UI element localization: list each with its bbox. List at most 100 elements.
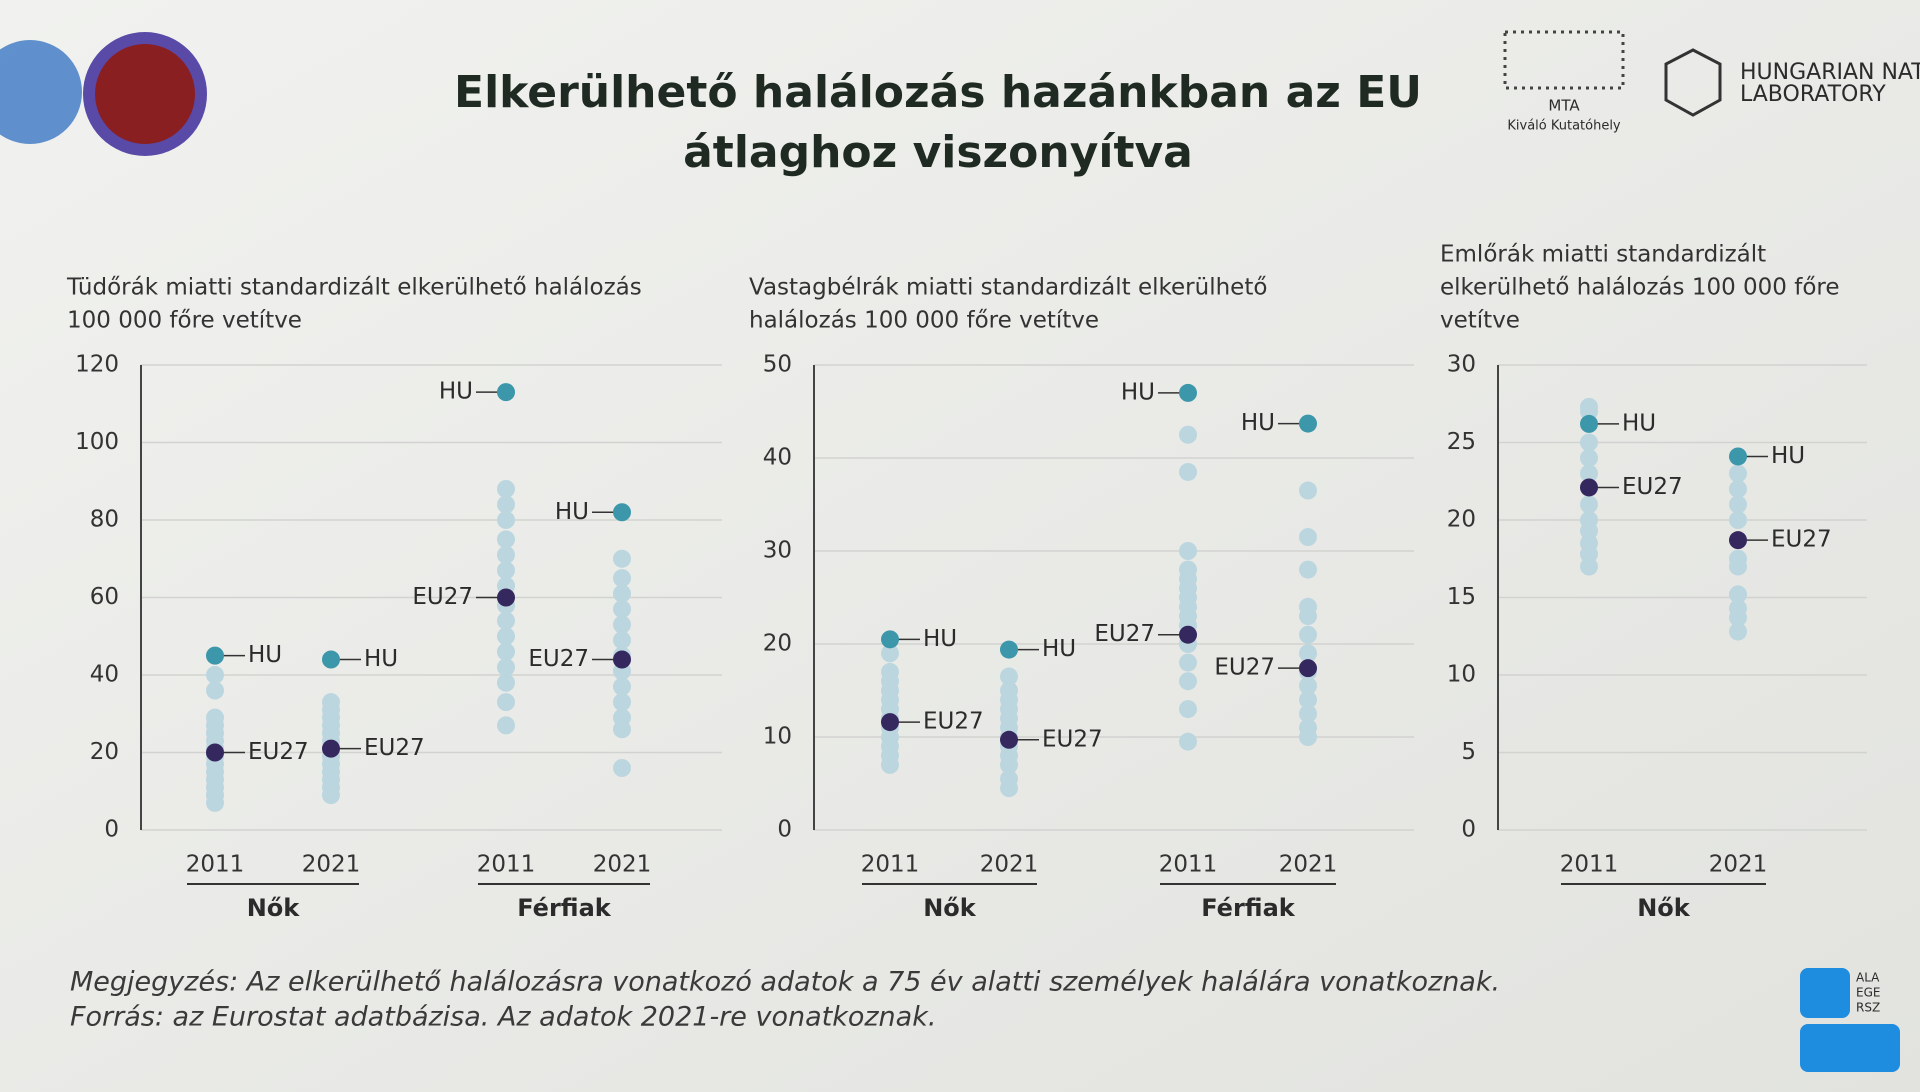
highlight-dot <box>497 383 515 402</box>
country-dot <box>497 658 515 677</box>
country-dot <box>613 759 631 777</box>
chart-title: halálozás 100 000 főre vetítve <box>749 308 1099 334</box>
chart-title: Tüdőrák miatti standardizált elkerülhető… <box>66 275 642 301</box>
y-tick-label: 10 <box>763 724 792 750</box>
country-dot <box>1729 480 1747 498</box>
lab-logo: HUNGARIAN NAT LABORATORY <box>1664 48 1920 117</box>
country-dot <box>497 673 515 692</box>
point-label: HU <box>1121 379 1155 405</box>
country-dot <box>1729 585 1747 604</box>
country-dot <box>497 530 515 549</box>
country-dot <box>206 708 224 727</box>
point-label: EU27 <box>1622 474 1683 500</box>
country-dot <box>1179 672 1197 691</box>
barcode <box>1503 30 1625 90</box>
x-tick-label: 2021 <box>1279 852 1338 878</box>
source: Forrás: az Eurostat adatbázisa. Az adato… <box>70 1002 936 1033</box>
y-tick-label: 40 <box>90 662 119 688</box>
logo-text: HUNGARIAN NAT <box>1740 60 1920 85</box>
point-label: EU27 <box>412 584 473 610</box>
country-dot <box>1729 464 1747 483</box>
country-dot <box>1580 534 1598 553</box>
x-tick-label: 2021 <box>593 852 652 878</box>
country-dot <box>1179 425 1197 444</box>
logo-text: MTA <box>1548 97 1580 115</box>
highlight-dot <box>1299 659 1317 678</box>
country-dot <box>613 631 631 650</box>
point-label: EU27 <box>528 646 589 672</box>
country-dot <box>206 666 224 684</box>
point-label: EU27 <box>1042 726 1103 752</box>
y-tick-label: 80 <box>90 507 119 533</box>
highlight-dot <box>881 713 899 732</box>
x-tick-label: 2011 <box>1159 852 1218 878</box>
highlight-dot <box>1000 730 1018 749</box>
highlight-dot <box>613 650 631 669</box>
point-label: EU27 <box>248 739 309 765</box>
point-label: EU27 <box>1771 527 1832 553</box>
logo-shape <box>1800 968 1850 1018</box>
country-dot <box>1729 549 1747 568</box>
country-dot <box>1179 542 1197 560</box>
point-label: HU <box>248 642 282 668</box>
country-dot <box>1580 449 1598 467</box>
country-dot <box>881 644 899 663</box>
group-label: Nők <box>1637 894 1691 922</box>
country-dot <box>206 681 224 700</box>
point-label: HU <box>1771 443 1805 469</box>
country-dot <box>1299 644 1317 663</box>
logo-text: EGE <box>1856 986 1880 1000</box>
mta-logo: MTA Kiváló Kutatóhely <box>1503 30 1625 134</box>
point-label: HU <box>923 626 957 652</box>
country-dot <box>1299 597 1317 616</box>
chart-title: elkerülhető halálozás 100 000 főre <box>1440 275 1840 301</box>
x-tick-label: 2011 <box>861 852 920 878</box>
highlight-dot <box>613 503 631 522</box>
highlight-dot <box>1000 640 1018 659</box>
title: Elkerülhető halálozás hazánkban az EU <box>454 67 1422 118</box>
chart-title: 100 000 főre vetítve <box>67 308 302 334</box>
highlight-dot <box>206 646 224 665</box>
group-label: Férfiak <box>517 894 612 922</box>
point-label: EU27 <box>364 735 425 761</box>
point-label: EU27 <box>1214 655 1275 681</box>
country-dot <box>497 511 515 529</box>
country-dot <box>497 693 515 712</box>
logo-text: Kiváló Kutatóhely <box>1507 119 1621 134</box>
point-label: EU27 <box>923 709 984 735</box>
note: Megjegyzés: Az elkerülhető halálozásra v… <box>70 967 1500 998</box>
y-tick-label: 20 <box>1447 507 1476 533</box>
y-tick-label: 5 <box>1461 739 1476 765</box>
country-dot <box>1299 676 1317 695</box>
country-dot <box>1299 625 1317 644</box>
country-dot <box>613 569 631 588</box>
country-dot <box>322 693 340 712</box>
y-tick-label: 25 <box>1447 429 1476 455</box>
hex <box>1664 48 1722 117</box>
country-dot <box>497 611 515 630</box>
highlight-dot <box>497 588 515 607</box>
chart-title: Emlőrák miatti standardizált <box>1440 242 1766 268</box>
country-dot <box>1179 653 1197 672</box>
highlight-dot <box>206 743 224 762</box>
country-dot <box>1729 599 1747 618</box>
country-dot <box>497 480 515 498</box>
point-label: HU <box>439 379 473 405</box>
y-tick-label: 100 <box>75 429 119 455</box>
country-dot <box>613 549 631 568</box>
y-tick-label: 120 <box>75 352 119 378</box>
country-dot <box>613 708 631 727</box>
y-tick-label: 0 <box>1461 817 1476 843</box>
country-dot <box>1729 622 1747 641</box>
logo-shape <box>1800 1024 1900 1072</box>
point-label: HU <box>364 646 398 672</box>
country-dot <box>1299 560 1317 579</box>
country-dot <box>1299 690 1317 709</box>
group-label: Férfiak <box>1201 894 1296 922</box>
logo-seal <box>0 40 82 144</box>
country-dot <box>1580 464 1598 483</box>
y-tick-label: 10 <box>1447 662 1476 688</box>
zeg-logo: ALA EGE RSZ <box>1800 968 1900 1072</box>
country-dot <box>1580 511 1598 529</box>
